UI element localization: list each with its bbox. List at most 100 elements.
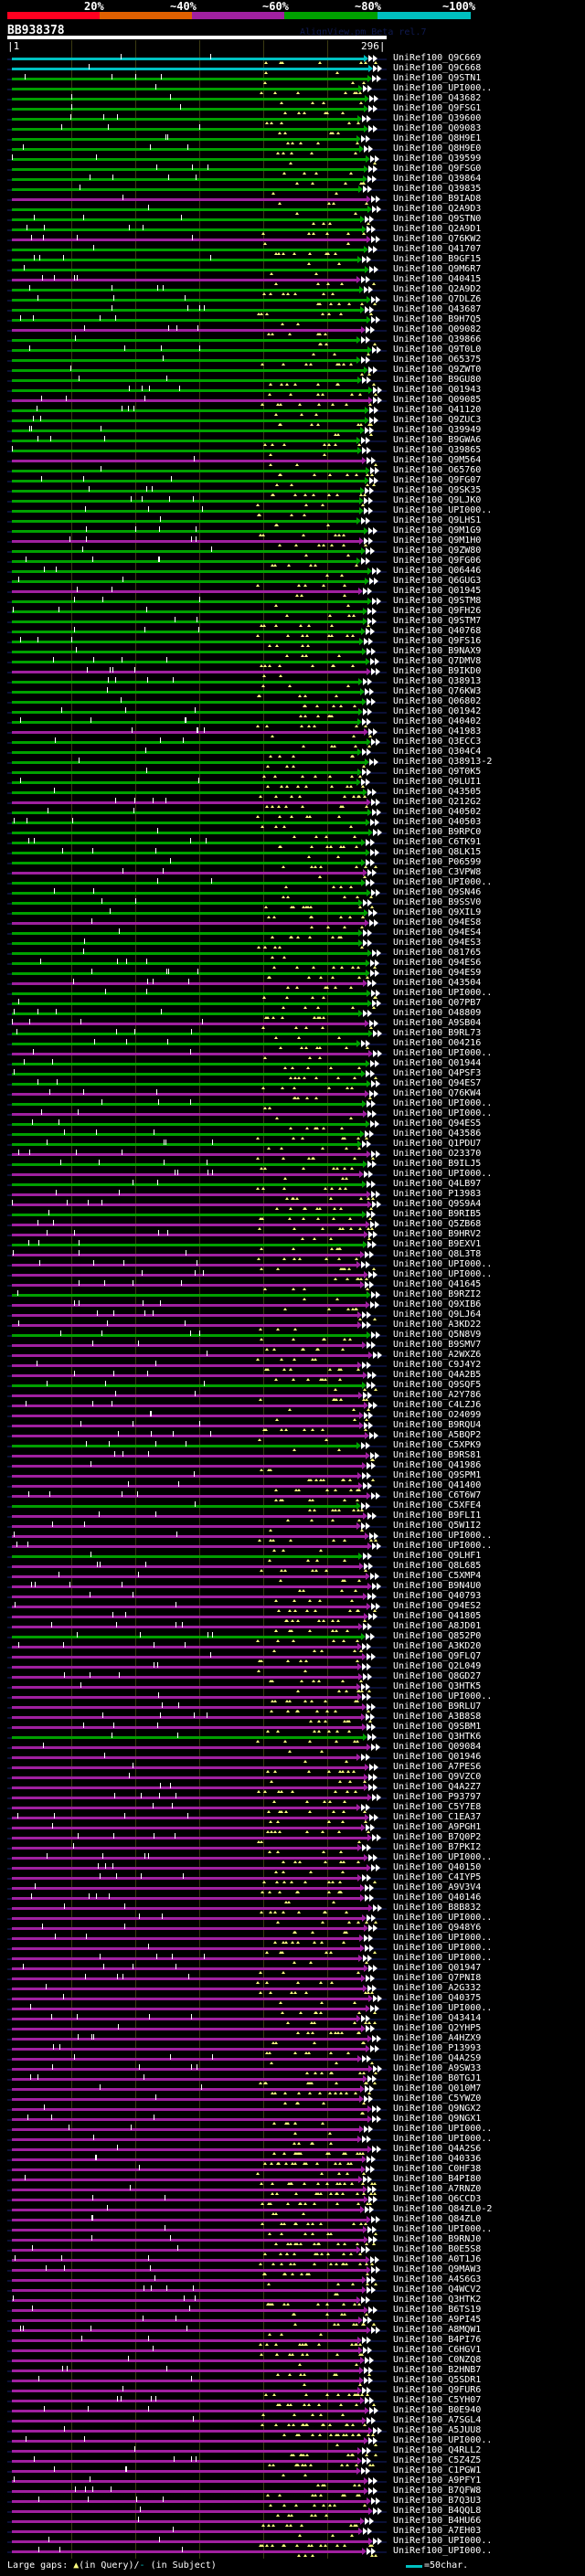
alignment-row[interactable]: UniRef100_Q9M1H0 bbox=[0, 535, 585, 547]
hit-label[interactable]: UniRef100_Q8L685 bbox=[393, 1561, 482, 1571]
hit-label[interactable]: UniRef100_B9ILJ5 bbox=[393, 1159, 482, 1169]
alignment-row[interactable]: UniRef100_P13983 bbox=[0, 1189, 585, 1201]
hit-label[interactable]: UniRef100_A2G332 bbox=[393, 1983, 482, 1993]
alignment-row[interactable]: UniRef100_A3B8S8 bbox=[0, 1712, 585, 1723]
hit-label[interactable]: UniRef100_Q9FG07 bbox=[393, 475, 482, 485]
hit-label[interactable]: UniRef100_Q76KW2 bbox=[393, 234, 482, 244]
hit-label[interactable]: UniRef100_B9RQU4 bbox=[393, 1420, 482, 1430]
hit-label[interactable]: UniRef100_Q01945 bbox=[393, 586, 482, 596]
hit-label[interactable]: UniRef100_Q40336 bbox=[393, 2154, 482, 2164]
alignment-row[interactable]: UniRef100_Q40375 bbox=[0, 1993, 585, 2005]
hit-label[interactable]: UniRef100_A2Y786 bbox=[393, 1390, 482, 1400]
hit-label[interactable]: UniRef100_C5YWZ0 bbox=[393, 2094, 482, 2104]
hit-label[interactable]: UniRef100_Q40402 bbox=[393, 716, 482, 726]
alignment-row[interactable]: UniRef100_Q09085 bbox=[0, 395, 585, 407]
alignment-row[interactable]: UniRef100_Q94ES6 bbox=[0, 958, 585, 970]
alignment-row[interactable]: UniRef100_Q39866 bbox=[0, 334, 585, 346]
alignment-row[interactable]: UniRef100_C5XMP4 bbox=[0, 1571, 585, 1583]
alignment-row[interactable]: UniRef100_UPI000.. bbox=[0, 1269, 585, 1281]
hit-label[interactable]: UniRef100_A3KD22 bbox=[393, 1320, 482, 1330]
alignment-row[interactable]: UniRef100_A8MQW1 bbox=[0, 2325, 585, 2337]
hit-label[interactable]: UniRef100_Q40503 bbox=[393, 817, 482, 827]
alignment-row[interactable]: UniRef100_Q43687 bbox=[0, 304, 585, 316]
alignment-row[interactable]: UniRef100_Q41120 bbox=[0, 405, 585, 417]
hit-label[interactable]: UniRef100_Q94ES9 bbox=[393, 968, 482, 978]
hit-label[interactable]: UniRef100_Q43414 bbox=[393, 2013, 482, 2023]
hit-label[interactable]: UniRef100_C4LZJ6 bbox=[393, 1400, 482, 1410]
alignment-row[interactable]: UniRef100_UPI000.. bbox=[0, 83, 585, 95]
alignment-row[interactable]: UniRef100_Q09083 bbox=[0, 123, 585, 135]
hit-label[interactable]: UniRef100_UPI000.. bbox=[393, 1259, 493, 1269]
alignment-row[interactable]: UniRef100_Q5N8V9 bbox=[0, 1330, 585, 1341]
alignment-row[interactable]: UniRef100_Q94ES5 bbox=[0, 1118, 585, 1130]
hit-label[interactable]: UniRef100_Q2A9D1 bbox=[393, 224, 482, 234]
alignment-row[interactable]: UniRef100_Q06446 bbox=[0, 566, 585, 578]
hit-label[interactable]: UniRef100_B2HNB7 bbox=[393, 2365, 482, 2375]
hit-label[interactable]: UniRef100_B9GWA6 bbox=[393, 435, 482, 445]
hit-label[interactable]: UniRef100_O04216 bbox=[393, 1038, 482, 1048]
hit-label[interactable]: UniRef100_Q9FSG0 bbox=[393, 164, 482, 174]
hit-label[interactable]: UniRef100_Q39864 bbox=[393, 174, 482, 184]
hit-label[interactable]: UniRef100_Q7DMV8 bbox=[393, 656, 482, 666]
alignment-row[interactable]: UniRef100_UPI000.. bbox=[0, 1953, 585, 1965]
alignment-row[interactable]: UniRef100_A0T1J6 bbox=[0, 2254, 585, 2266]
alignment-row[interactable]: UniRef100_C3VPW8 bbox=[0, 867, 585, 879]
hit-label[interactable]: UniRef100_Q9M6R7 bbox=[393, 264, 482, 274]
hit-label[interactable]: UniRef100_A3KD20 bbox=[393, 1641, 482, 1651]
alignment-row[interactable]: UniRef100_Q94ES2 bbox=[0, 1601, 585, 1613]
alignment-row[interactable]: UniRef100_B9IKD0 bbox=[0, 666, 585, 678]
alignment-row[interactable]: UniRef100_Q40793 bbox=[0, 1591, 585, 1603]
hit-label[interactable]: UniRef100_B9NAX9 bbox=[393, 646, 482, 656]
hit-label[interactable]: UniRef100_Q5N8V9 bbox=[393, 1330, 482, 1340]
alignment-row[interactable]: UniRef100_A5JUU8 bbox=[0, 2425, 585, 2437]
hit-label[interactable]: UniRef100_B8B832 bbox=[393, 1903, 482, 1913]
alignment-row[interactable]: UniRef100_B9SSV0 bbox=[0, 897, 585, 909]
alignment-row[interactable]: UniRef100_Q9STM7 bbox=[0, 616, 585, 628]
alignment-row[interactable]: UniRef100_B0E5S8 bbox=[0, 2244, 585, 2256]
alignment-row[interactable]: UniRef100_Q01942 bbox=[0, 706, 585, 718]
hit-label[interactable]: UniRef100_Q39599 bbox=[393, 154, 482, 164]
hit-label[interactable]: UniRef100_UPI000.. bbox=[393, 1531, 493, 1541]
alignment-row[interactable]: UniRef100_B7Q3U3 bbox=[0, 2496, 585, 2507]
hit-label[interactable]: UniRef100_C0HF38 bbox=[393, 2164, 482, 2174]
hit-label[interactable]: UniRef100_Q9LUI1 bbox=[393, 777, 482, 787]
hit-label[interactable]: UniRef100_C5YH07 bbox=[393, 2395, 482, 2405]
hit-label[interactable]: UniRef100_UPI000.. bbox=[393, 1108, 493, 1118]
alignment-row[interactable]: UniRef100_UPI000.. bbox=[0, 2435, 585, 2447]
hit-label[interactable]: UniRef100_C6TK91 bbox=[393, 837, 482, 847]
alignment-row[interactable]: UniRef100_C4LZJ6 bbox=[0, 1400, 585, 1412]
hit-label[interactable]: UniRef100_Q41986 bbox=[393, 1460, 482, 1470]
alignment-row[interactable]: UniRef100_Q948Y6 bbox=[0, 1923, 585, 1935]
alignment-row[interactable]: UniRef100_Q8L3T8 bbox=[0, 1249, 585, 1261]
alignment-row[interactable]: UniRef100_Q4PSF3 bbox=[0, 1068, 585, 1080]
hit-label[interactable]: UniRef100_Q9FLQ7 bbox=[393, 1651, 482, 1661]
alignment-row[interactable]: UniRef100_B9NAX9 bbox=[0, 646, 585, 658]
hit-label[interactable]: UniRef100_Q9NGX1 bbox=[393, 2114, 482, 2124]
hit-label[interactable]: UniRef100_B9RIB5 bbox=[393, 1209, 482, 1219]
hit-label[interactable]: UniRef100_Q9M1G9 bbox=[393, 525, 482, 535]
hit-label[interactable]: UniRef100_A4S6G3 bbox=[393, 2274, 482, 2284]
hit-label[interactable]: UniRef100_Q43505 bbox=[393, 787, 482, 797]
alignment-row[interactable]: UniRef100_Q40502 bbox=[0, 807, 585, 819]
hit-label[interactable]: UniRef100_Q43504 bbox=[393, 978, 482, 988]
alignment-row[interactable]: UniRef100_B6TS19 bbox=[0, 2305, 585, 2316]
alignment-row[interactable]: UniRef100_Q9LUI1 bbox=[0, 777, 585, 789]
hit-label[interactable]: UniRef100_Q40768 bbox=[393, 626, 482, 636]
alignment-row[interactable]: UniRef100_Q9SK35 bbox=[0, 485, 585, 497]
alignment-row[interactable]: UniRef100_A7PES6 bbox=[0, 1762, 585, 1774]
alignment-row[interactable]: UniRef100_UPI000.. bbox=[0, 1259, 585, 1271]
alignment-row[interactable]: UniRef100_Q3ECC3 bbox=[0, 737, 585, 748]
hit-label[interactable]: UniRef100_Q9M564 bbox=[393, 455, 482, 465]
hit-label[interactable]: UniRef100_Q38913 bbox=[393, 676, 482, 686]
alignment-row[interactable]: UniRef100_C5XPK9 bbox=[0, 1440, 585, 1452]
alignment-row[interactable]: UniRef100_C5XFE4 bbox=[0, 1500, 585, 1512]
alignment-row[interactable]: UniRef100_Q01947 bbox=[0, 1963, 585, 1975]
hit-label[interactable]: UniRef100_UPI000.. bbox=[393, 1691, 493, 1701]
alignment-row[interactable]: UniRef100_Q9XIB6 bbox=[0, 1299, 585, 1311]
hit-label[interactable]: UniRef100_Q8GD27 bbox=[393, 1671, 482, 1681]
alignment-row[interactable]: UniRef100_O24099 bbox=[0, 1410, 585, 1422]
alignment-row[interactable]: UniRef100_Q38913 bbox=[0, 676, 585, 688]
hit-label[interactable]: UniRef100_C6HGV1 bbox=[393, 2345, 482, 2355]
hit-label[interactable]: UniRef100_Q948Y6 bbox=[393, 1923, 482, 1933]
alignment-row[interactable]: UniRef100_UPI000.. bbox=[0, 1943, 585, 1955]
